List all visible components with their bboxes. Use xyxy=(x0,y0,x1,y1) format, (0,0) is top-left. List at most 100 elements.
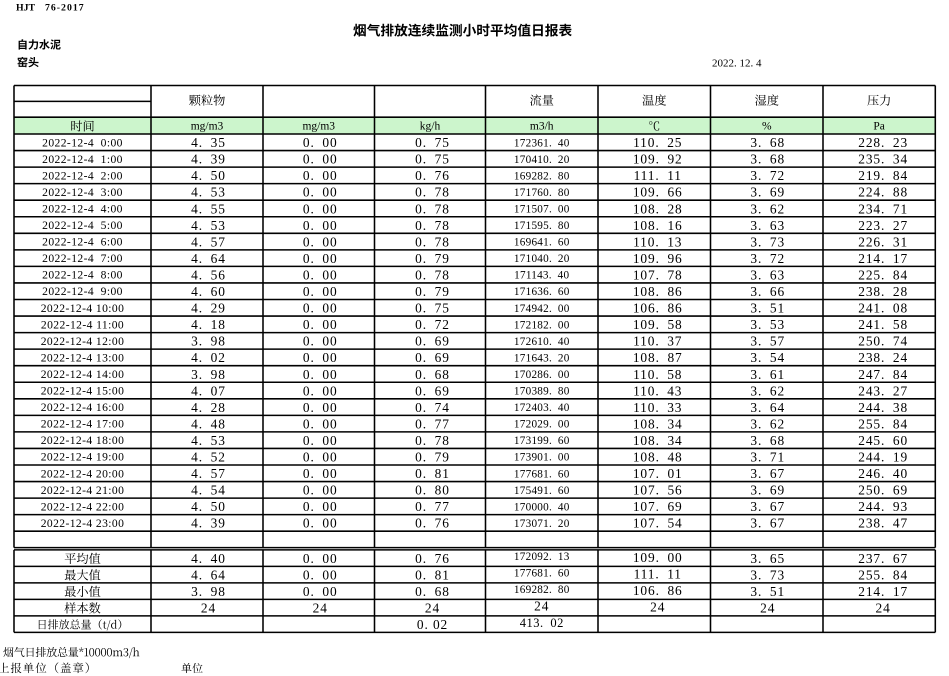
svg-text:0. 72: 0. 72 xyxy=(415,317,450,332)
svg-text:2022-12-4 23:00: 2022-12-4 23:00 xyxy=(41,517,125,530)
svg-text:3. 63: 3. 63 xyxy=(750,267,785,282)
svg-text:169641. 60: 169641. 60 xyxy=(514,237,570,249)
svg-text:3. 68: 3. 68 xyxy=(750,433,785,448)
svg-text:214. 17: 214. 17 xyxy=(858,251,908,266)
svg-text:0. 00: 0. 00 xyxy=(303,284,338,299)
svg-text:108. 48: 108. 48 xyxy=(633,450,683,465)
svg-text:0. 00: 0. 00 xyxy=(303,135,338,150)
svg-text:4. 50: 4. 50 xyxy=(191,168,226,183)
svg-text:24: 24 xyxy=(425,600,440,615)
svg-text:3. 65: 3. 65 xyxy=(750,551,785,566)
svg-text:0. 78: 0. 78 xyxy=(415,185,450,200)
svg-text:4. 39: 4. 39 xyxy=(191,152,226,167)
svg-text:110. 33: 110. 33 xyxy=(633,400,682,415)
svg-text:106. 86: 106. 86 xyxy=(633,583,683,598)
svg-text:3. 53: 3. 53 xyxy=(750,317,785,332)
svg-text:4. 56: 4. 56 xyxy=(191,267,226,282)
svg-text:106. 86: 106. 86 xyxy=(633,301,683,316)
svg-text:237. 67: 237. 67 xyxy=(858,551,908,566)
svg-text:4. 53: 4. 53 xyxy=(191,185,226,200)
svg-text:2022-12-4 12:00: 2022-12-4 12:00 xyxy=(41,335,125,348)
svg-text:0. 74: 0. 74 xyxy=(415,400,450,415)
svg-text:108. 87: 108. 87 xyxy=(633,350,683,365)
svg-text:0. 00: 0. 00 xyxy=(303,567,338,582)
svg-text:109. 58: 109. 58 xyxy=(633,317,683,332)
svg-text:238. 24: 238. 24 xyxy=(858,350,908,365)
svg-text:4. 60: 4. 60 xyxy=(191,284,226,299)
svg-text:2022-12-4 15:00: 2022-12-4 15:00 xyxy=(41,385,125,398)
svg-text:4. 35: 4. 35 xyxy=(191,135,226,150)
svg-text:0. 00: 0. 00 xyxy=(303,466,338,481)
svg-text:24: 24 xyxy=(534,598,549,613)
svg-text:mg/m3: mg/m3 xyxy=(302,120,335,132)
svg-text:219. 84: 219. 84 xyxy=(858,168,908,183)
svg-text:172029. 00: 172029. 00 xyxy=(514,419,570,431)
svg-text:3. 73: 3. 73 xyxy=(750,567,785,582)
svg-text:173199. 60: 173199. 60 xyxy=(514,435,570,447)
svg-text:76-2017: 76-2017 xyxy=(45,3,85,14)
svg-text:0. 78: 0. 78 xyxy=(415,433,450,448)
svg-text:2022-12-4 7:00: 2022-12-4 7:00 xyxy=(42,252,123,265)
svg-text:0. 81: 0. 81 xyxy=(415,567,450,582)
svg-text:0. 00: 0. 00 xyxy=(303,416,338,431)
svg-text:3. 98: 3. 98 xyxy=(191,584,226,599)
svg-text:4. 48: 4. 48 xyxy=(191,416,226,431)
svg-text:0. 68: 0. 68 xyxy=(415,584,450,599)
svg-text:24: 24 xyxy=(650,599,665,614)
svg-text:24: 24 xyxy=(201,600,216,615)
svg-text:228. 23: 228. 23 xyxy=(858,135,908,150)
svg-text:175491. 60: 175491. 60 xyxy=(514,485,570,497)
svg-text:108. 16: 108. 16 xyxy=(633,218,683,233)
svg-text:0. 78: 0. 78 xyxy=(415,234,450,249)
svg-text:3. 69: 3. 69 xyxy=(750,185,785,200)
svg-text:4. 64: 4. 64 xyxy=(191,251,226,266)
svg-text:2022-12-4 9:00: 2022-12-4 9:00 xyxy=(42,285,123,298)
svg-text:3. 71: 3. 71 xyxy=(750,450,785,465)
svg-text:3. 72: 3. 72 xyxy=(750,251,785,266)
svg-text:0. 00: 0. 00 xyxy=(303,450,338,465)
svg-text:177681. 60: 177681. 60 xyxy=(514,568,570,580)
svg-text:250. 74: 250. 74 xyxy=(858,334,908,349)
svg-text:171636. 60: 171636. 60 xyxy=(514,286,570,298)
svg-text:2022-12-4 3:00: 2022-12-4 3:00 xyxy=(42,186,123,199)
svg-text:108. 86: 108. 86 xyxy=(633,284,683,299)
svg-text:0. 78: 0. 78 xyxy=(415,201,450,216)
svg-text:4. 40: 4. 40 xyxy=(191,551,226,566)
svg-text:250. 69: 250. 69 xyxy=(858,483,908,498)
svg-text:4. 18: 4. 18 xyxy=(191,317,226,332)
svg-text:174942. 00: 174942. 00 xyxy=(514,303,570,315)
svg-text:177681. 60: 177681. 60 xyxy=(514,468,570,480)
svg-text:0. 00: 0. 00 xyxy=(303,367,338,382)
svg-text:0. 00: 0. 00 xyxy=(303,334,338,349)
svg-text:4. 54: 4. 54 xyxy=(191,483,226,498)
svg-text:0. 02: 0. 02 xyxy=(417,617,448,632)
svg-text:241. 08: 241. 08 xyxy=(858,301,908,316)
svg-text:4. 53: 4. 53 xyxy=(191,218,226,233)
svg-text:225. 84: 225. 84 xyxy=(858,267,908,282)
svg-text:244. 19: 244. 19 xyxy=(858,450,908,465)
svg-text:171040. 20: 171040. 20 xyxy=(514,253,570,265)
svg-text:0. 00: 0. 00 xyxy=(303,499,338,514)
svg-text:0. 00: 0. 00 xyxy=(303,350,338,365)
svg-text:4. 07: 4. 07 xyxy=(191,383,226,398)
svg-text:109. 66: 109. 66 xyxy=(633,185,683,200)
svg-text:2022-12-4 6:00: 2022-12-4 6:00 xyxy=(42,236,123,249)
svg-text:3. 98: 3. 98 xyxy=(191,367,226,382)
svg-text:0. 00: 0. 00 xyxy=(303,383,338,398)
svg-text:0. 00: 0. 00 xyxy=(303,551,338,566)
svg-text:172182. 00: 172182. 00 xyxy=(514,319,570,331)
svg-text:2022-12-4 13:00: 2022-12-4 13:00 xyxy=(41,351,125,364)
svg-text:2022-12-4 0:00: 2022-12-4 0:00 xyxy=(42,136,123,149)
svg-text:169282. 80: 169282. 80 xyxy=(514,584,570,596)
svg-text:m3/h: m3/h xyxy=(530,120,554,132)
svg-text:3. 67: 3. 67 xyxy=(750,516,785,531)
svg-text:3. 61: 3. 61 xyxy=(750,367,785,382)
svg-text:107. 69: 107. 69 xyxy=(633,499,683,514)
svg-text:3. 57: 3. 57 xyxy=(750,334,785,349)
svg-text:3. 68: 3. 68 xyxy=(750,152,785,167)
svg-text:0. 00: 0. 00 xyxy=(303,218,338,233)
svg-text:3. 98: 3. 98 xyxy=(191,334,226,349)
svg-text:3. 69: 3. 69 xyxy=(750,483,785,498)
svg-text:4. 29: 4. 29 xyxy=(191,301,226,316)
svg-text:413. 02: 413. 02 xyxy=(520,616,564,630)
